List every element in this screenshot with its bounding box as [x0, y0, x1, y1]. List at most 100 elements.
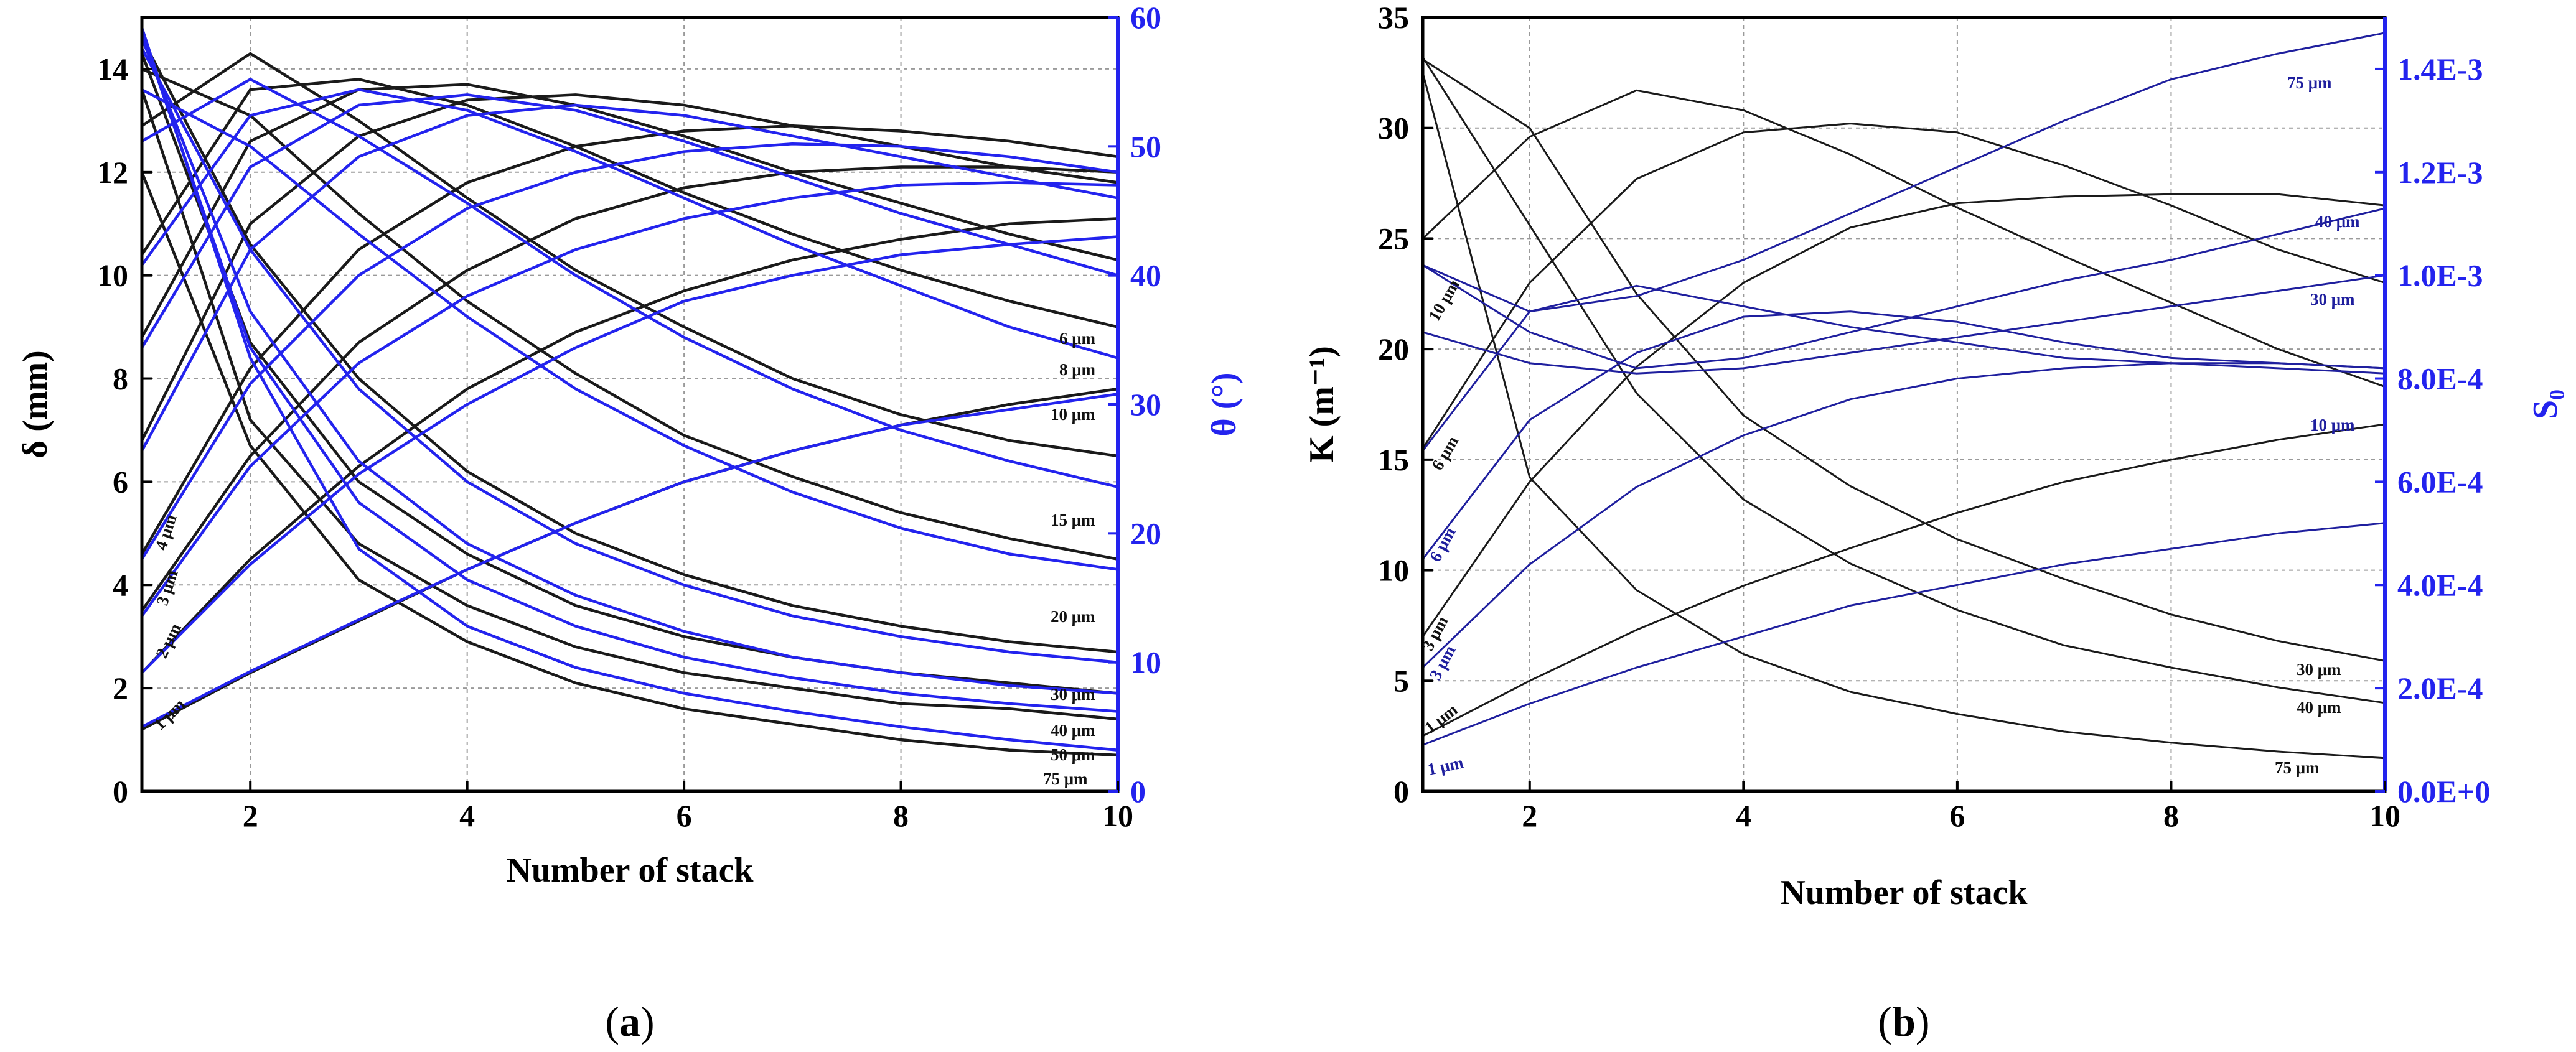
x-tick-label: 10	[1102, 798, 1133, 833]
y2-tick-label: 40	[1130, 258, 1161, 293]
series-line-right-50m	[140, 32, 1118, 713]
panel-b-right-axis-label: S₀	[2526, 389, 2565, 419]
panel-b-series	[1421, 32, 2386, 760]
y2-tick-label: 1.2E-3	[2397, 155, 2483, 190]
panel-a-label-30um: 30 μm	[1051, 685, 1095, 704]
y-tick-label: 2	[113, 671, 128, 705]
series-line-left-6m	[1421, 123, 2386, 449]
series-line-left-3m	[1421, 193, 2386, 638]
y-tick-label: 30	[1378, 111, 1409, 146]
y2-tick-label: 10	[1130, 645, 1161, 680]
panel-a-caption-close: )	[640, 998, 655, 1045]
series-line-right-75m	[140, 27, 1118, 752]
series-line-left-8m	[141, 83, 1118, 338]
y2-tick-label: 4.0E-4	[2397, 567, 2483, 602]
panel-b-y-axis-label: K (m⁻¹)	[1303, 346, 1341, 463]
y2-tick-label: 50	[1130, 129, 1161, 164]
series-line-left-75m	[140, 171, 1118, 757]
x-tick-label: 2	[243, 798, 258, 833]
y2-tick-label: 0.0E+0	[2397, 774, 2490, 809]
series-line-right-15m	[141, 78, 1118, 488]
y-tick-label: 10	[97, 258, 128, 293]
series-line-right-10m	[141, 88, 1118, 360]
series-line-right-2m	[141, 235, 1118, 674]
panel-a-caption-letter: a	[619, 998, 640, 1045]
y2-tick-label: 0	[1130, 774, 1146, 809]
panel-a-label-50um: 50 μm	[1051, 745, 1095, 764]
panel-a-label-75um: 75 μm	[1043, 770, 1088, 788]
y-tick-label: 10	[1378, 553, 1409, 588]
panel-a-series	[140, 27, 1118, 757]
y-tick-label: 20	[1378, 332, 1409, 366]
y-tick-label: 14	[97, 52, 128, 86]
series-line-left-10m	[141, 78, 1118, 328]
y-tick-label: 0	[1393, 774, 1409, 809]
y-tick-label: 25	[1378, 221, 1409, 256]
series-line-right-6m	[141, 103, 1118, 452]
panel-a-y-axis-label: δ (mm)	[16, 350, 55, 459]
panel-b-label-10um-right: 10 μm	[2310, 416, 2355, 434]
series-line-left-75m	[1421, 72, 2386, 760]
series-line-right-40m	[140, 37, 1118, 695]
series-line-left-30m	[1422, 58, 2386, 662]
panel-a-label-10um: 10 μm	[1051, 405, 1095, 424]
panel-b-caption-letter: b	[1892, 998, 1916, 1045]
panel-a-right-axis-label: θ (°)	[1205, 373, 1244, 437]
series-line-right-10m	[1421, 284, 2386, 452]
x-tick-label: 10	[2369, 798, 2400, 833]
x-tick-label: 6	[677, 798, 692, 833]
series-line-right-8m	[141, 93, 1118, 348]
panel-b-ticks: 2 4 6 8 10 0 5 10 15 20 25 30 35 0.0E+0 2.0E-4 4.0E-4 6.…	[1378, 0, 2490, 833]
panel-a-label-15um: 15 μm	[1051, 511, 1095, 529]
series-line-left-40m	[1421, 57, 2386, 704]
x-tick-label: 8	[893, 798, 909, 833]
x-tick-label: 4	[459, 798, 475, 833]
x-tick-label: 4	[1736, 798, 1751, 833]
x-tick-label: 6	[1949, 798, 1965, 833]
series-line-right-30m	[141, 47, 1118, 664]
series-line-right-6m	[1421, 310, 2386, 560]
y2-tick-label: 30	[1130, 387, 1161, 422]
panel-b-caption: (b)	[1878, 998, 1929, 1045]
series-line-left-4m	[141, 124, 1118, 555]
y-tick-label: 6	[113, 464, 128, 499]
panel-b: 2 4 6 8 10 0 5 10 15 20 25 30 35 0.0E+0 2.0E-4 4.0E-4 6.…	[1303, 0, 2565, 1045]
panel-b-label-75um-left: 75 μm	[2275, 758, 2320, 777]
y-tick-label: 0	[113, 774, 128, 809]
series-line-right-3m	[1421, 362, 2386, 669]
series-line-right-3m	[141, 181, 1118, 617]
series-line-left-6m	[140, 93, 1118, 442]
series-line-left-30m	[141, 37, 1118, 654]
panel-a-caption-open: (	[605, 998, 619, 1045]
panel-a-label-6um: 6 μm	[1059, 329, 1096, 348]
x-tick-label: 2	[1522, 798, 1537, 833]
y2-tick-label: 60	[1130, 0, 1161, 35]
y-tick-label: 12	[97, 155, 128, 190]
series-line-left-15m	[141, 52, 1118, 458]
series-line-right-30m	[1422, 274, 2386, 375]
y-tick-label: 5	[1393, 663, 1409, 698]
y2-tick-label: 1.0E-3	[2397, 258, 2483, 293]
y2-tick-label: 6.0E-4	[2397, 464, 2483, 499]
panel-b-label-30um-left: 30 μm	[2297, 660, 2341, 679]
panel-a-x-axis-label: Number of stack	[506, 851, 754, 890]
series-line-right-1m	[141, 393, 1118, 728]
series-line-right-40m	[1422, 207, 2386, 370]
panel-b-label-40um-right: 40 μm	[2315, 212, 2360, 231]
panel-b-grid	[1423, 17, 2385, 791]
panel-b-label-75um-right: 75 μm	[2287, 73, 2332, 92]
y2-tick-label: 8.0E-4	[2397, 361, 2483, 396]
panel-b-label-30um-right: 30 μm	[2310, 290, 2355, 309]
panel-b-caption-close: )	[1916, 998, 1930, 1045]
series-line-left-50m	[140, 89, 1118, 721]
y2-tick-label: 2.0E-4	[2397, 671, 2483, 705]
panel-a-label-8um: 8 μm	[1059, 360, 1096, 379]
y-tick-label: 15	[1378, 442, 1409, 477]
series-line-left-20m	[141, 67, 1118, 561]
panel-b-x-axis-label: Number of stack	[1780, 873, 2028, 912]
panel-a-label-20um: 20 μm	[1051, 607, 1095, 626]
